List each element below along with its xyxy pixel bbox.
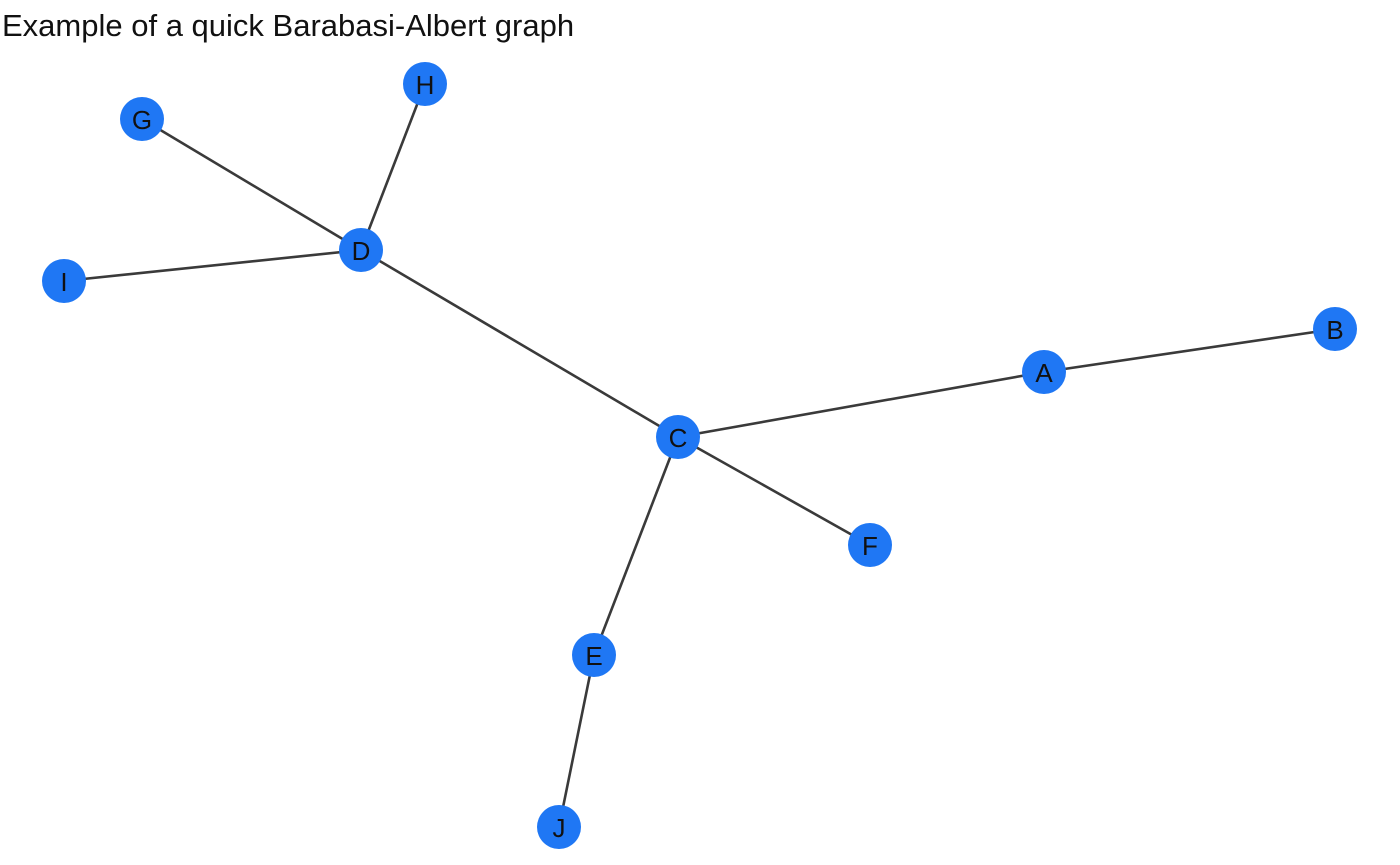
node-circle-f — [848, 523, 892, 567]
node-circle-g — [120, 97, 164, 141]
edge-a-c — [677, 370, 1045, 439]
node-e: E — [572, 633, 616, 677]
node-label-h: H — [416, 70, 435, 100]
node-b: B — [1313, 307, 1357, 351]
edge-d-g — [141, 117, 362, 252]
node-label-e: E — [585, 641, 602, 671]
node-circle-i — [42, 259, 86, 303]
node-a: A — [1022, 350, 1066, 394]
node-label-b: B — [1326, 315, 1343, 345]
node-circle-h — [403, 62, 447, 106]
node-circle-e — [572, 633, 616, 677]
node-circle-a — [1022, 350, 1066, 394]
node-g: G — [120, 97, 164, 141]
edge-a-b — [1043, 327, 1336, 374]
node-label-a: A — [1035, 358, 1053, 388]
node-j: J — [537, 805, 581, 849]
edge-d-i — [63, 248, 362, 283]
node-label-i: I — [60, 267, 67, 297]
node-label-f: F — [862, 531, 878, 561]
node-label-d: D — [352, 236, 371, 266]
edge-c-f — [677, 435, 871, 547]
edge-e-j — [557, 654, 596, 828]
edges-layer — [63, 83, 1336, 828]
node-f: F — [848, 523, 892, 567]
nodes-layer: A B C D E F G H I J — [42, 62, 1357, 849]
edge-d-h — [359, 83, 427, 251]
edge-c-e — [592, 436, 680, 656]
node-label-g: G — [132, 105, 152, 135]
node-h: H — [403, 62, 447, 106]
node-label-c: C — [669, 423, 688, 453]
node-i: I — [42, 259, 86, 303]
node-label-j: J — [553, 813, 566, 843]
diagram-title: Example of a quick Barabasi-Albert graph — [2, 8, 575, 43]
node-circle-c — [656, 415, 700, 459]
node-circle-j — [537, 805, 581, 849]
node-c: C — [656, 415, 700, 459]
node-circle-d — [339, 228, 383, 272]
node-circle-b — [1313, 307, 1357, 351]
node-d: D — [339, 228, 383, 272]
edge-c-d — [360, 248, 679, 439]
